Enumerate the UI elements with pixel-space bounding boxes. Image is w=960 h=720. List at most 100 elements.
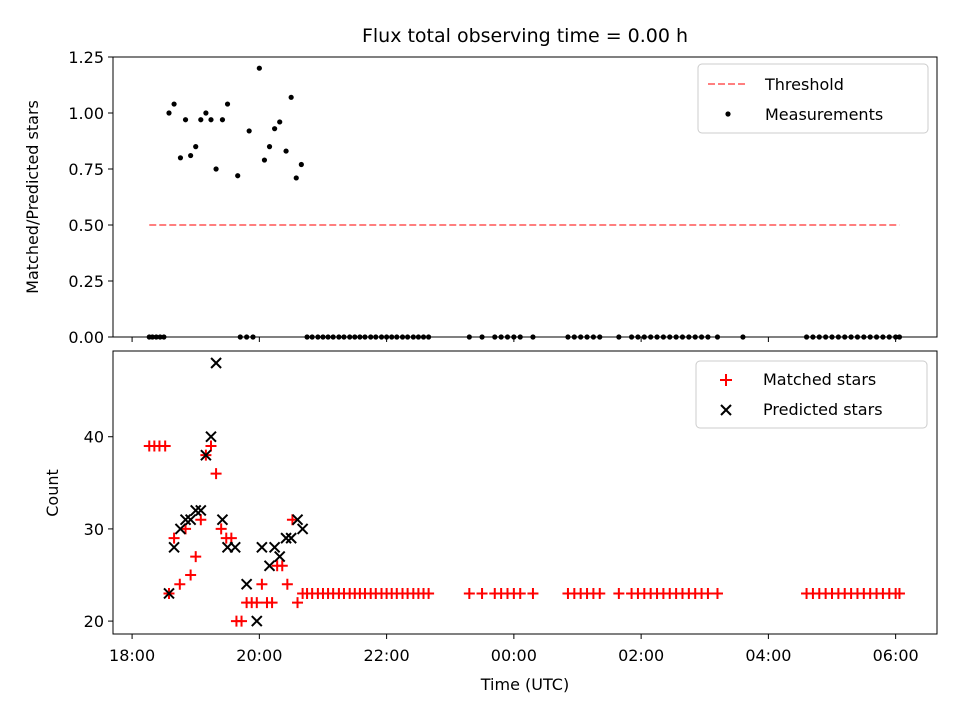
top-panel: 0.00 0.25 0.50 0.75 1.00 1.25 Matched/Predict… bbox=[23, 48, 938, 347]
bottom-axes-frame bbox=[112, 350, 938, 635]
matched-star-point bbox=[281, 578, 293, 590]
measurement-point bbox=[261, 157, 268, 163]
matched-star-point bbox=[476, 587, 488, 599]
predicted-star-point bbox=[285, 532, 297, 544]
measurement-point bbox=[208, 117, 214, 123]
measurement-point bbox=[213, 166, 219, 172]
predicted-star-point bbox=[205, 431, 217, 443]
measurement-point bbox=[246, 128, 252, 134]
matched-star-point bbox=[251, 597, 263, 609]
predicted-star-point bbox=[240, 578, 253, 590]
predicted-star-point bbox=[190, 504, 202, 517]
measurement-point bbox=[293, 175, 299, 181]
matched-star-point bbox=[711, 587, 723, 599]
x-tick-label: 02:00 bbox=[618, 646, 664, 665]
matched-star-point bbox=[893, 587, 905, 599]
measurement-point bbox=[235, 173, 241, 179]
predicted-star-point bbox=[291, 513, 304, 526]
bottom-y-tick-label: 20 bbox=[84, 612, 104, 631]
legend-matched-swatch bbox=[720, 374, 732, 386]
measurement-point bbox=[266, 144, 273, 150]
predicted-star-point bbox=[210, 357, 222, 369]
top-y-tick-label: 0.25 bbox=[68, 272, 104, 291]
top-y-tick-label: 1.00 bbox=[68, 104, 104, 123]
predicted-star-point bbox=[251, 615, 263, 627]
matched-star-point bbox=[180, 523, 192, 535]
predicted-star-point bbox=[274, 550, 286, 563]
top-y-tick-label: 0.75 bbox=[68, 160, 104, 179]
matched-star-point bbox=[276, 560, 288, 572]
matched-star-point bbox=[594, 587, 606, 599]
legend-measurements-label: Measurements bbox=[765, 105, 883, 124]
measurement-point bbox=[188, 152, 194, 159]
predicted-star-point bbox=[229, 541, 241, 554]
predicted-star-point bbox=[256, 541, 268, 554]
x-tick-label: 04:00 bbox=[745, 646, 791, 665]
matched-star-point bbox=[225, 532, 237, 544]
measurement-point bbox=[277, 119, 283, 125]
matched-star-point bbox=[205, 440, 217, 452]
bottom-legend: Matched stars Predicted stars bbox=[695, 360, 928, 429]
predicted-star-point bbox=[268, 541, 281, 554]
top-y-axis: 0.00 0.25 0.50 0.75 1.00 1.25 bbox=[68, 48, 113, 347]
matched-star-point bbox=[210, 468, 222, 480]
measurement-point bbox=[166, 110, 172, 116]
bottom-y-tick-label: 30 bbox=[84, 520, 104, 539]
bottom-legend-box bbox=[695, 360, 928, 429]
predicted-star-point bbox=[263, 560, 276, 572]
matched-star-point bbox=[527, 587, 539, 599]
legend-threshold-label: Threshold bbox=[764, 75, 844, 94]
predicted-star-point bbox=[163, 587, 175, 600]
x-axis-label: Time (UTC) bbox=[480, 675, 569, 694]
bottom-y-axis: 20 30 40 bbox=[84, 428, 113, 631]
x-tick-label: 00:00 bbox=[491, 646, 537, 665]
bottom-y-axis-label: Count bbox=[43, 469, 62, 517]
bottom-panel: 20 30 40 18:00 20:00 22:00 00:00 02:00 04:00 06:… bbox=[43, 350, 938, 694]
matched-star-point bbox=[463, 587, 475, 599]
measurement-point bbox=[219, 117, 226, 123]
matched-star-point bbox=[190, 551, 202, 563]
measurement-point bbox=[298, 161, 304, 168]
matched-star-point bbox=[236, 615, 248, 627]
top-axes-frame bbox=[112, 56, 938, 338]
measurement-point bbox=[182, 117, 189, 123]
predicted-star-point bbox=[168, 541, 180, 554]
legend-measurements-swatch bbox=[725, 111, 731, 117]
matched-star-point bbox=[613, 587, 625, 599]
top-legend-box bbox=[697, 63, 929, 134]
measurement-point bbox=[272, 126, 278, 132]
matched-star-point bbox=[514, 587, 526, 599]
predicted-star-point bbox=[174, 523, 187, 535]
x-tick-label: 18:00 bbox=[109, 646, 155, 665]
matched-star-point bbox=[286, 514, 298, 526]
measurement-point bbox=[224, 101, 231, 107]
matched-star-point bbox=[195, 514, 207, 526]
matched-star-point bbox=[185, 569, 197, 581]
predicted-star-point bbox=[184, 513, 197, 526]
top-legend: Threshold Measurements bbox=[697, 63, 929, 134]
predicted-star-point bbox=[179, 513, 192, 526]
bottom-x-axis: 18:00 20:00 22:00 00:00 02:00 04:00 06:00 bbox=[109, 634, 919, 665]
predicted-star-point bbox=[216, 513, 229, 526]
measurement-point bbox=[171, 101, 177, 107]
top-x-tickmarks bbox=[131, 337, 897, 342]
top-y-tick-label: 1.25 bbox=[68, 48, 104, 67]
matched-star-point bbox=[215, 523, 227, 535]
legend-matched-label: Matched stars bbox=[763, 370, 876, 389]
measurement-point bbox=[256, 65, 262, 71]
matched-star-point bbox=[266, 597, 278, 609]
legend-predicted-label: Predicted stars bbox=[763, 400, 883, 419]
matched-star-point bbox=[292, 597, 304, 609]
chart-title: Flux total observing time = 0.00 h bbox=[362, 25, 688, 47]
predicted-star-point bbox=[296, 523, 309, 535]
x-tick-label: 06:00 bbox=[873, 646, 919, 665]
matched-star-point bbox=[159, 440, 171, 452]
matched-star-point bbox=[168, 532, 180, 544]
bottom-plot-area bbox=[143, 357, 905, 627]
x-tick-label: 20:00 bbox=[236, 646, 282, 665]
top-y-axis-label: Matched/Predicted stars bbox=[23, 100, 42, 294]
matched-star-point bbox=[256, 578, 268, 590]
measurement-point bbox=[288, 94, 294, 100]
predicted-star-point bbox=[195, 504, 207, 517]
